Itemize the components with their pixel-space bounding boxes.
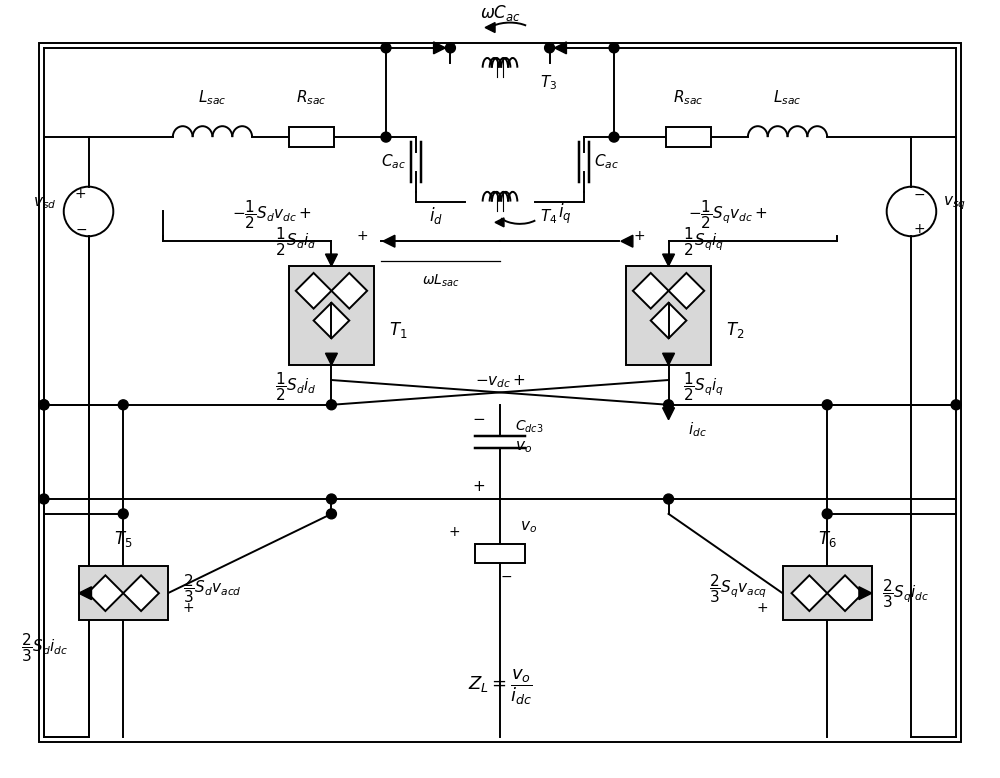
Text: $-$: $-$: [913, 187, 925, 201]
Text: $-\dfrac{1}{2}S_q v_{dc}+$: $-\dfrac{1}{2}S_q v_{dc}+$: [688, 198, 768, 231]
Text: $T_1$: $T_1$: [389, 321, 407, 341]
Polygon shape: [621, 235, 633, 247]
Text: $Z_L = \dfrac{v_o}{i_{dc}}$: $Z_L = \dfrac{v_o}{i_{dc}}$: [468, 668, 532, 707]
Bar: [289, 127, 334, 147]
Polygon shape: [663, 408, 675, 419]
Text: $-\dfrac{1}{2}S_d v_{dc}+$: $-\dfrac{1}{2}S_d v_{dc}+$: [232, 198, 312, 231]
Polygon shape: [331, 273, 367, 309]
Circle shape: [118, 509, 128, 519]
Circle shape: [545, 43, 555, 53]
Text: $T_6$: $T_6$: [818, 528, 837, 548]
Text: $\dfrac{1}{2}S_q i_q$: $\dfrac{1}{2}S_q i_q$: [683, 370, 725, 403]
Polygon shape: [325, 353, 337, 365]
Polygon shape: [633, 273, 669, 309]
Bar: [475, 544, 525, 563]
Text: $\dfrac{1}{2}S_d i_d$: $\dfrac{1}{2}S_d i_d$: [275, 225, 317, 258]
Text: $-v_{dc}+$: $-v_{dc}+$: [475, 373, 525, 390]
Circle shape: [822, 509, 832, 519]
Polygon shape: [123, 576, 159, 611]
Polygon shape: [651, 303, 686, 338]
Text: $i_d$: $i_d$: [429, 205, 443, 226]
Circle shape: [822, 400, 832, 410]
Circle shape: [664, 494, 674, 504]
Text: $C_{ac}$: $C_{ac}$: [594, 152, 619, 171]
Text: $-$: $-$: [472, 410, 485, 425]
Bar: [626, 266, 711, 365]
Polygon shape: [859, 587, 872, 600]
Text: $C_{ac}$: $C_{ac}$: [381, 152, 406, 171]
Text: $T_4$: $T_4$: [540, 207, 557, 226]
Text: $v_o$: $v_o$: [520, 519, 537, 534]
Circle shape: [39, 400, 49, 410]
Text: $v_o$: $v_o$: [515, 439, 532, 455]
Circle shape: [118, 400, 128, 410]
Polygon shape: [827, 576, 863, 611]
Bar: [289, 266, 374, 365]
Text: +: +: [634, 230, 645, 244]
Circle shape: [609, 43, 619, 53]
Text: $v_{sq}$: $v_{sq}$: [943, 194, 966, 212]
Text: $i_{dc}$: $i_{dc}$: [688, 420, 707, 439]
Text: $+$: $+$: [472, 479, 485, 494]
Circle shape: [609, 132, 619, 142]
Text: $i_q$: $i_q$: [558, 202, 571, 226]
Polygon shape: [663, 353, 675, 365]
Text: $T_5$: $T_5$: [114, 528, 132, 548]
Circle shape: [326, 400, 336, 410]
Circle shape: [381, 43, 391, 53]
Text: $\dfrac{2}{3}S_q i_{dc}$: $\dfrac{2}{3}S_q i_{dc}$: [882, 576, 929, 610]
Text: $\dfrac{2}{3}S_d v_{acd}$: $\dfrac{2}{3}S_d v_{acd}$: [183, 572, 241, 605]
Polygon shape: [555, 42, 566, 54]
Polygon shape: [434, 42, 445, 54]
Text: +: +: [356, 230, 368, 244]
Text: +: +: [756, 601, 768, 615]
Text: +: +: [914, 223, 925, 237]
Polygon shape: [485, 23, 495, 33]
Polygon shape: [791, 576, 827, 611]
Polygon shape: [383, 235, 395, 247]
Circle shape: [39, 400, 49, 410]
Text: $T_3$: $T_3$: [540, 73, 557, 92]
Text: $R_{sac}$: $R_{sac}$: [673, 89, 704, 107]
Circle shape: [664, 400, 674, 410]
Text: $-$: $-$: [75, 223, 87, 237]
Bar: [79, 566, 168, 620]
Text: $R_{sac}$: $R_{sac}$: [296, 89, 327, 107]
Text: $v_{sd}$: $v_{sd}$: [33, 196, 57, 212]
Bar: [666, 127, 711, 147]
Polygon shape: [88, 576, 123, 611]
Circle shape: [445, 43, 455, 53]
Circle shape: [326, 494, 336, 504]
Text: $\dfrac{2}{3}S_d i_{dc}$: $\dfrac{2}{3}S_d i_{dc}$: [21, 631, 69, 664]
Text: +: +: [183, 601, 194, 615]
Text: $\dfrac{2}{3}S_q v_{acq}$: $\dfrac{2}{3}S_q v_{acq}$: [709, 572, 768, 605]
Circle shape: [951, 400, 961, 410]
Polygon shape: [325, 254, 337, 266]
Text: +: +: [75, 187, 86, 201]
Circle shape: [381, 132, 391, 142]
Polygon shape: [495, 218, 504, 227]
Bar: [783, 566, 872, 620]
Circle shape: [39, 494, 49, 504]
Polygon shape: [296, 273, 331, 309]
Polygon shape: [663, 254, 675, 266]
Text: $C_{dc3}$: $C_{dc3}$: [515, 419, 543, 436]
Polygon shape: [79, 587, 92, 600]
Polygon shape: [669, 273, 704, 309]
Text: $\dfrac{1}{2}S_q i_q$: $\dfrac{1}{2}S_q i_q$: [683, 225, 725, 258]
Circle shape: [326, 509, 336, 519]
Text: $L_{sac}$: $L_{sac}$: [773, 89, 802, 107]
Text: $\dfrac{1}{2}S_d i_d$: $\dfrac{1}{2}S_d i_d$: [275, 370, 317, 403]
Polygon shape: [314, 303, 349, 338]
Text: $L_{sac}$: $L_{sac}$: [198, 89, 227, 107]
Text: $T_2$: $T_2$: [726, 321, 744, 341]
Text: $+$: $+$: [448, 524, 460, 538]
Text: $\omega C_{ac}$: $\omega C_{ac}$: [480, 3, 520, 23]
Text: $\omega L_{sac}$: $\omega L_{sac}$: [422, 273, 459, 289]
Text: $-$: $-$: [500, 569, 512, 583]
